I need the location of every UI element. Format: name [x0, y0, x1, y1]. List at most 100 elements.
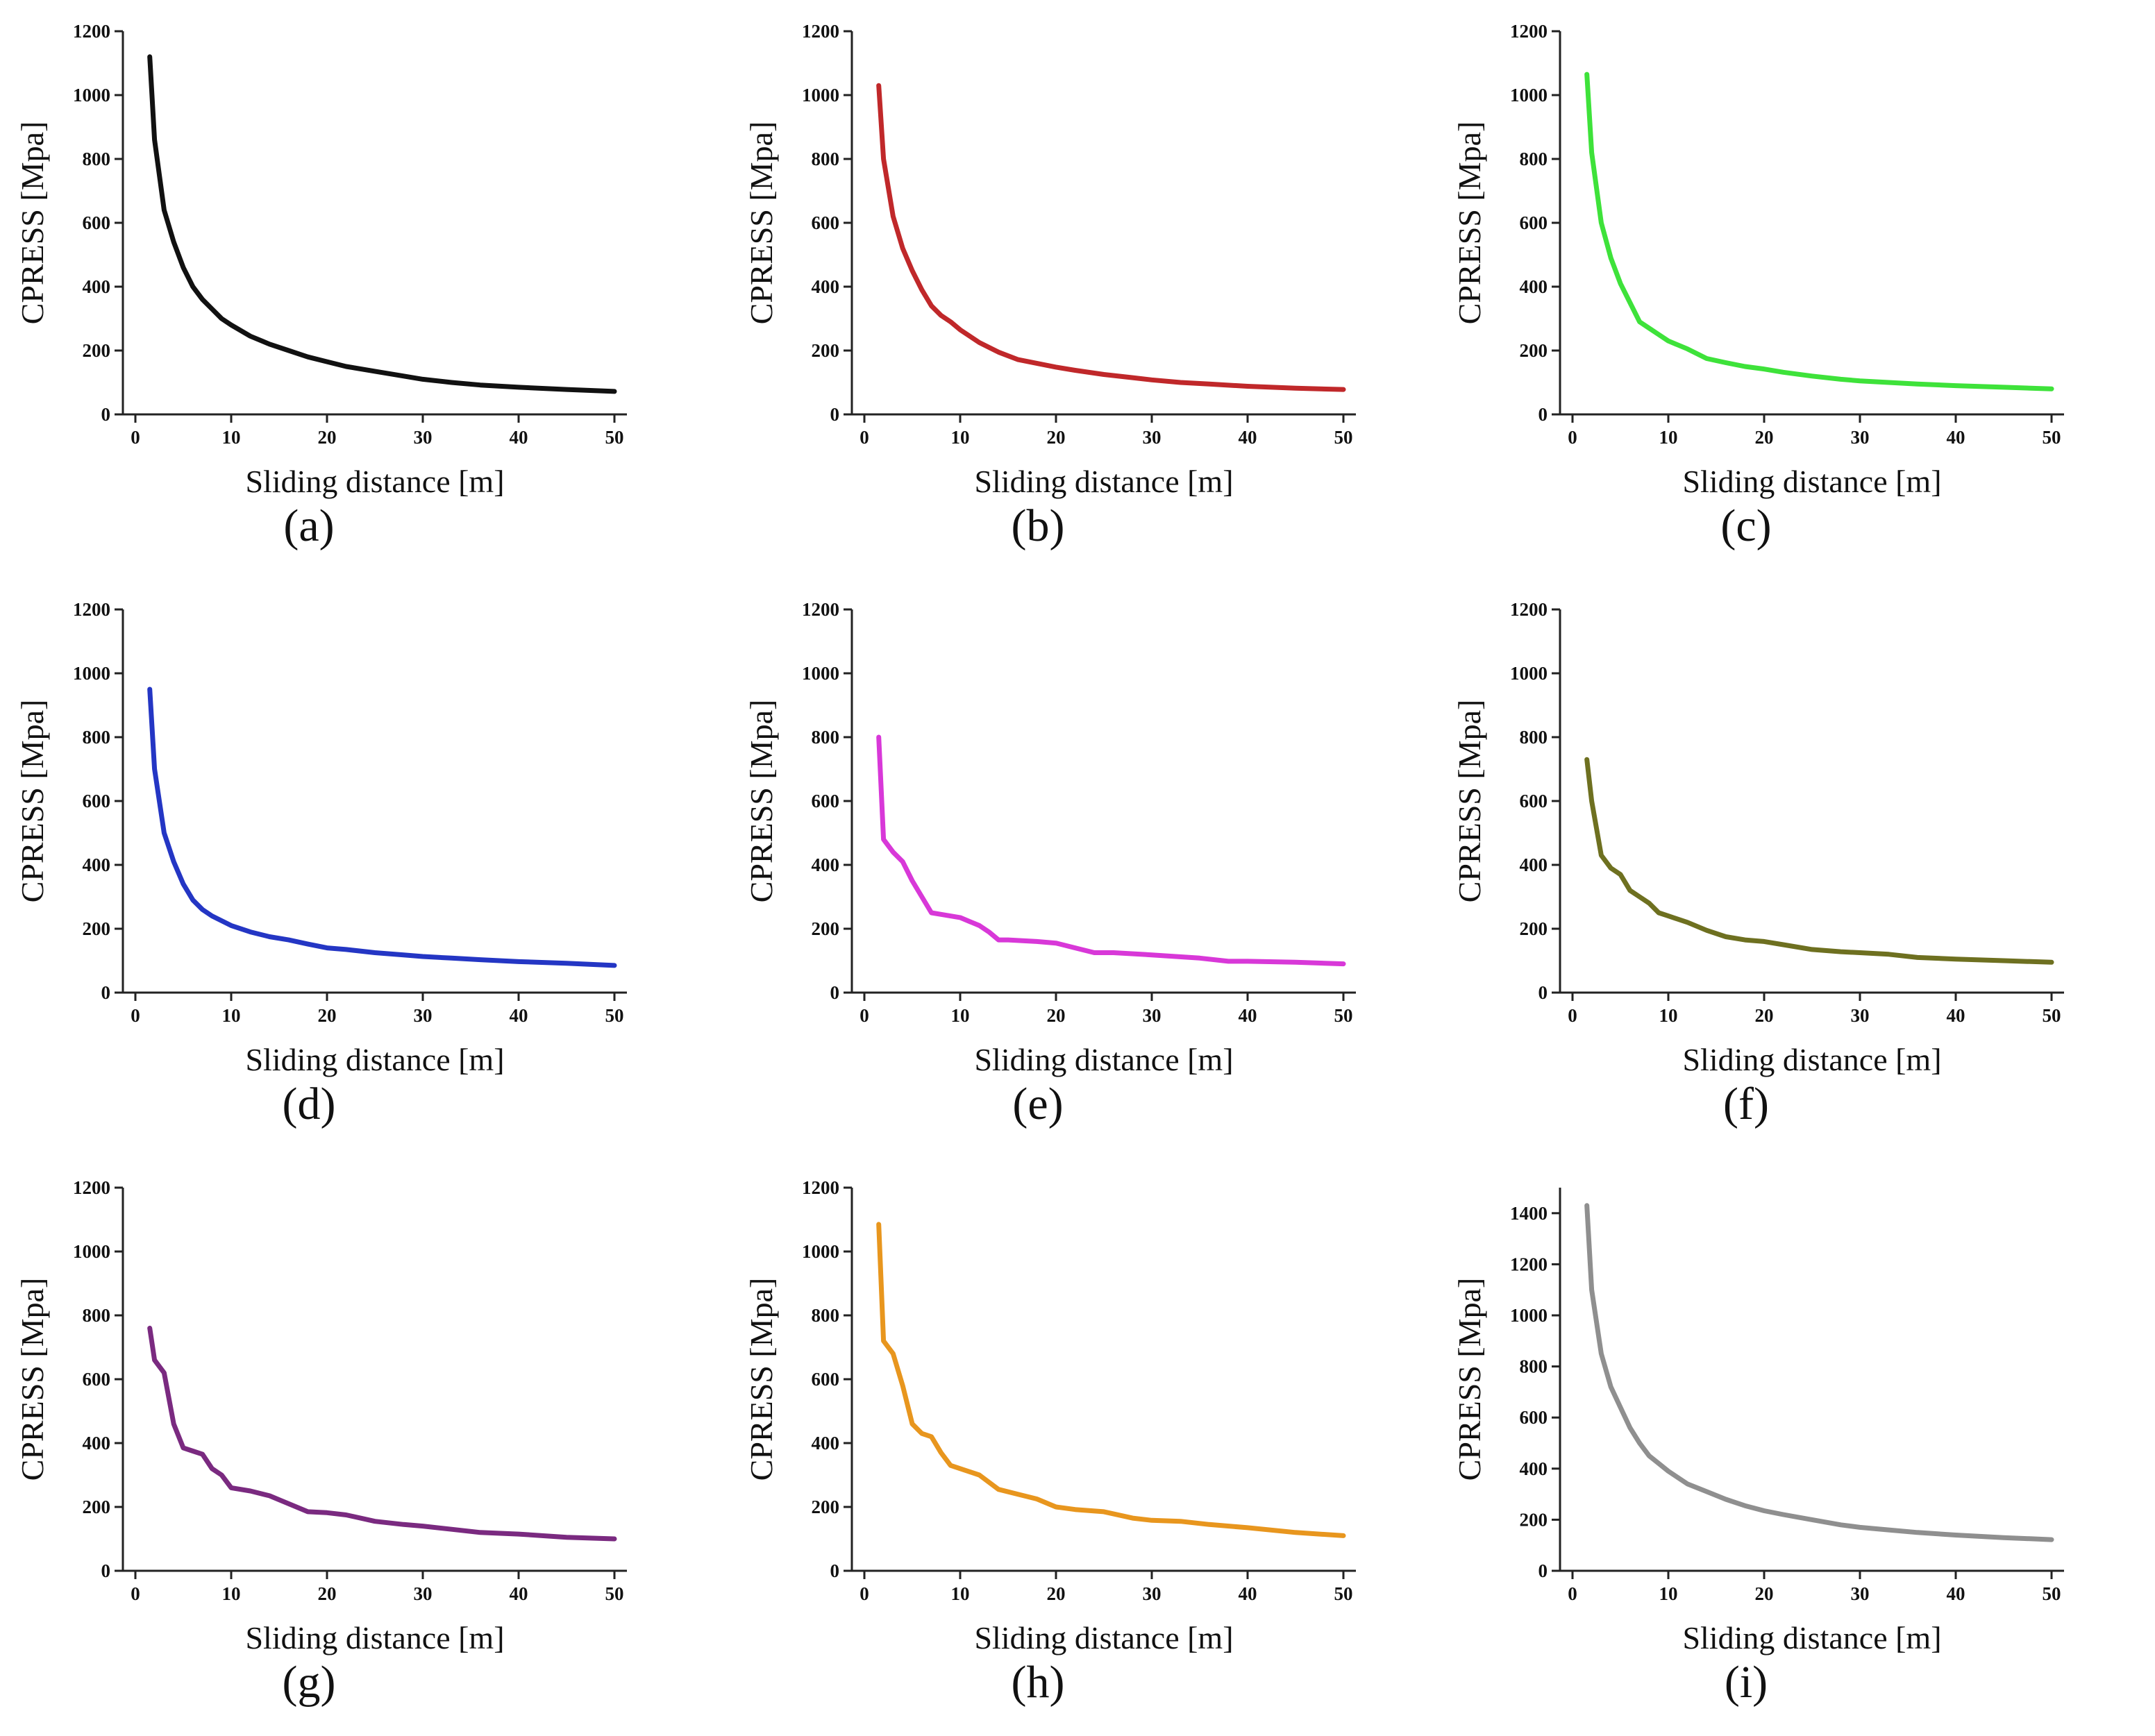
chart-panel-b: 0 10 20 30 40 50 0 200 400 600 800 1000 1200 Sliding … — [729, 0, 1447, 578]
series-line-c — [1584, 71, 2054, 391]
x-tick-label: 50 — [1334, 1005, 1353, 1026]
x-axis-title: Sliding distance [m] — [245, 1042, 504, 1077]
x-tick-label: 30 — [1143, 1583, 1162, 1604]
y-tick-label: 1000 — [73, 663, 110, 684]
y-tick-label: 1000 — [1510, 663, 1548, 684]
y-tick-label: 200 — [1520, 918, 1548, 939]
y-tick-label: 1000 — [802, 85, 839, 106]
series-line-f — [1584, 757, 2054, 965]
y-axis-title: CPRESS [Mpa] — [15, 1278, 50, 1481]
x-tick-label: 10 — [1659, 1005, 1678, 1026]
x-tick-label: 40 — [510, 1005, 528, 1026]
y-tick-label: 600 — [1520, 1407, 1548, 1428]
x-tick-label: 20 — [318, 1583, 337, 1604]
y-tick-label: 600 — [83, 791, 111, 811]
x-tick-label: 20 — [1047, 1005, 1066, 1026]
x-tick-label: 50 — [605, 1005, 624, 1026]
x-tick-label: 20 — [1755, 1005, 1774, 1026]
y-tick-label: 800 — [83, 149, 111, 169]
y-tick-label: 800 — [83, 1305, 111, 1326]
y-tick-label: 400 — [1520, 854, 1548, 875]
x-tick-label: 30 — [1851, 1583, 1870, 1604]
y-axis-title: CPRESS [Mpa] — [15, 700, 50, 903]
y-tick-label: 800 — [1520, 1356, 1548, 1377]
y-tick-label: 400 — [812, 1433, 840, 1453]
x-tick-label: 10 — [1659, 427, 1678, 448]
y-tick-label: 800 — [812, 727, 840, 748]
y-tick-label: 200 — [812, 918, 840, 939]
y-tick-label: 600 — [812, 1369, 840, 1390]
panel-caption: (b) — [1011, 500, 1065, 551]
y-tick-label: 1400 — [1510, 1203, 1548, 1224]
x-axis-title: Sliding distance [m] — [1682, 1620, 1941, 1655]
x-tick-label: 0 — [1568, 1583, 1577, 1604]
panel-caption: (e) — [1012, 1079, 1064, 1129]
x-tick-label: 10 — [222, 427, 241, 448]
y-axis-title: CPRESS [Mpa] — [1452, 700, 1487, 903]
x-tick-label: 10 — [1659, 1583, 1678, 1604]
x-tick-label: 40 — [1947, 1583, 1965, 1604]
y-axis-title: CPRESS [Mpa] — [744, 1278, 779, 1481]
series-line-a — [147, 54, 617, 394]
chart-panel-i: 0 10 20 30 40 50 0 200 400 600 800 1000 1200 1400 Slid… — [1437, 1156, 2155, 1735]
y-axis-title: CPRESS [Mpa] — [1452, 121, 1487, 325]
y-axis-title: CPRESS [Mpa] — [1452, 1278, 1487, 1481]
x-tick-label: 30 — [1851, 1005, 1870, 1026]
x-tick-label: 50 — [2043, 427, 2061, 448]
x-axis-title: Sliding distance [m] — [974, 1620, 1233, 1655]
y-tick-label: 200 — [1520, 1509, 1548, 1530]
chart-svg-f: 0 10 20 30 40 50 0 200 400 600 800 1000 1200 Sliding … — [1452, 599, 2064, 1077]
chart-panel-a: 0 10 20 30 40 50 0 200 400 600 800 1000 1200 Sliding … — [0, 0, 718, 578]
y-tick-label: 800 — [1520, 727, 1548, 748]
x-tick-label: 0 — [860, 1005, 869, 1026]
panel-caption: (f) — [1723, 1079, 1769, 1129]
y-tick-label: 200 — [83, 1497, 111, 1517]
panel-caption: (i) — [1724, 1657, 1768, 1708]
chart-svg-a: 0 10 20 30 40 50 0 200 400 600 800 1000 1200 Sliding … — [15, 21, 627, 499]
x-tick-label: 50 — [605, 1583, 624, 1604]
y-tick-label: 0 — [1538, 982, 1548, 1003]
x-tick-label: 20 — [1755, 427, 1774, 448]
x-tick-label: 0 — [1568, 1005, 1577, 1026]
chart-svg-g: 0 10 20 30 40 50 0 200 400 600 800 1000 1200 Sliding … — [15, 1177, 627, 1655]
y-tick-label: 200 — [83, 918, 111, 939]
y-tick-label: 1200 — [73, 21, 110, 42]
y-tick-label: 200 — [83, 340, 111, 361]
y-tick-label: 800 — [1520, 149, 1548, 169]
x-tick-label: 20 — [318, 427, 337, 448]
y-tick-label: 1000 — [1510, 1305, 1548, 1326]
x-tick-label: 30 — [414, 1005, 433, 1026]
series-line-e — [876, 734, 1346, 967]
y-tick-label: 600 — [812, 212, 840, 233]
panel-caption: (h) — [1011, 1657, 1065, 1708]
chart-svg-b: 0 10 20 30 40 50 0 200 400 600 800 1000 1200 Sliding … — [744, 21, 1356, 499]
chart-panel-f: 0 10 20 30 40 50 0 200 400 600 800 1000 1200 Sliding … — [1437, 578, 2155, 1156]
y-tick-label: 200 — [812, 1497, 840, 1517]
series-line-d — [147, 686, 617, 968]
x-tick-label: 10 — [951, 427, 970, 448]
x-tick-label: 10 — [951, 1583, 970, 1604]
series-line-g — [147, 1325, 617, 1542]
x-tick-label: 40 — [510, 1583, 528, 1604]
chart-svg-c: 0 10 20 30 40 50 0 200 400 600 800 1000 1200 Sliding … — [1452, 21, 2064, 499]
y-tick-label: 1200 — [73, 1177, 110, 1198]
x-tick-label: 20 — [1047, 1583, 1066, 1604]
y-tick-label: 1000 — [73, 1241, 110, 1262]
y-tick-label: 0 — [830, 404, 840, 425]
y-tick-label: 1000 — [802, 663, 839, 684]
y-tick-label: 1000 — [1510, 85, 1548, 106]
x-tick-label: 20 — [1755, 1583, 1774, 1604]
y-tick-label: 400 — [812, 276, 840, 297]
y-tick-label: 400 — [1520, 1458, 1548, 1479]
chart-svg-i: 0 10 20 30 40 50 0 200 400 600 800 1000 1200 1400 Slid… — [1452, 1188, 2064, 1655]
y-tick-label: 0 — [830, 982, 840, 1003]
y-tick-label: 1000 — [802, 1241, 839, 1262]
x-tick-label: 30 — [1143, 427, 1162, 448]
x-tick-label: 0 — [860, 1583, 869, 1604]
y-tick-label: 600 — [1520, 212, 1548, 233]
y-tick-label: 800 — [812, 149, 840, 169]
chart-svg-d: 0 10 20 30 40 50 0 200 400 600 800 1000 1200 Sliding … — [15, 599, 627, 1077]
x-axis-title: Sliding distance [m] — [974, 464, 1233, 499]
x-tick-label: 20 — [1047, 427, 1066, 448]
y-tick-label: 600 — [83, 212, 111, 233]
